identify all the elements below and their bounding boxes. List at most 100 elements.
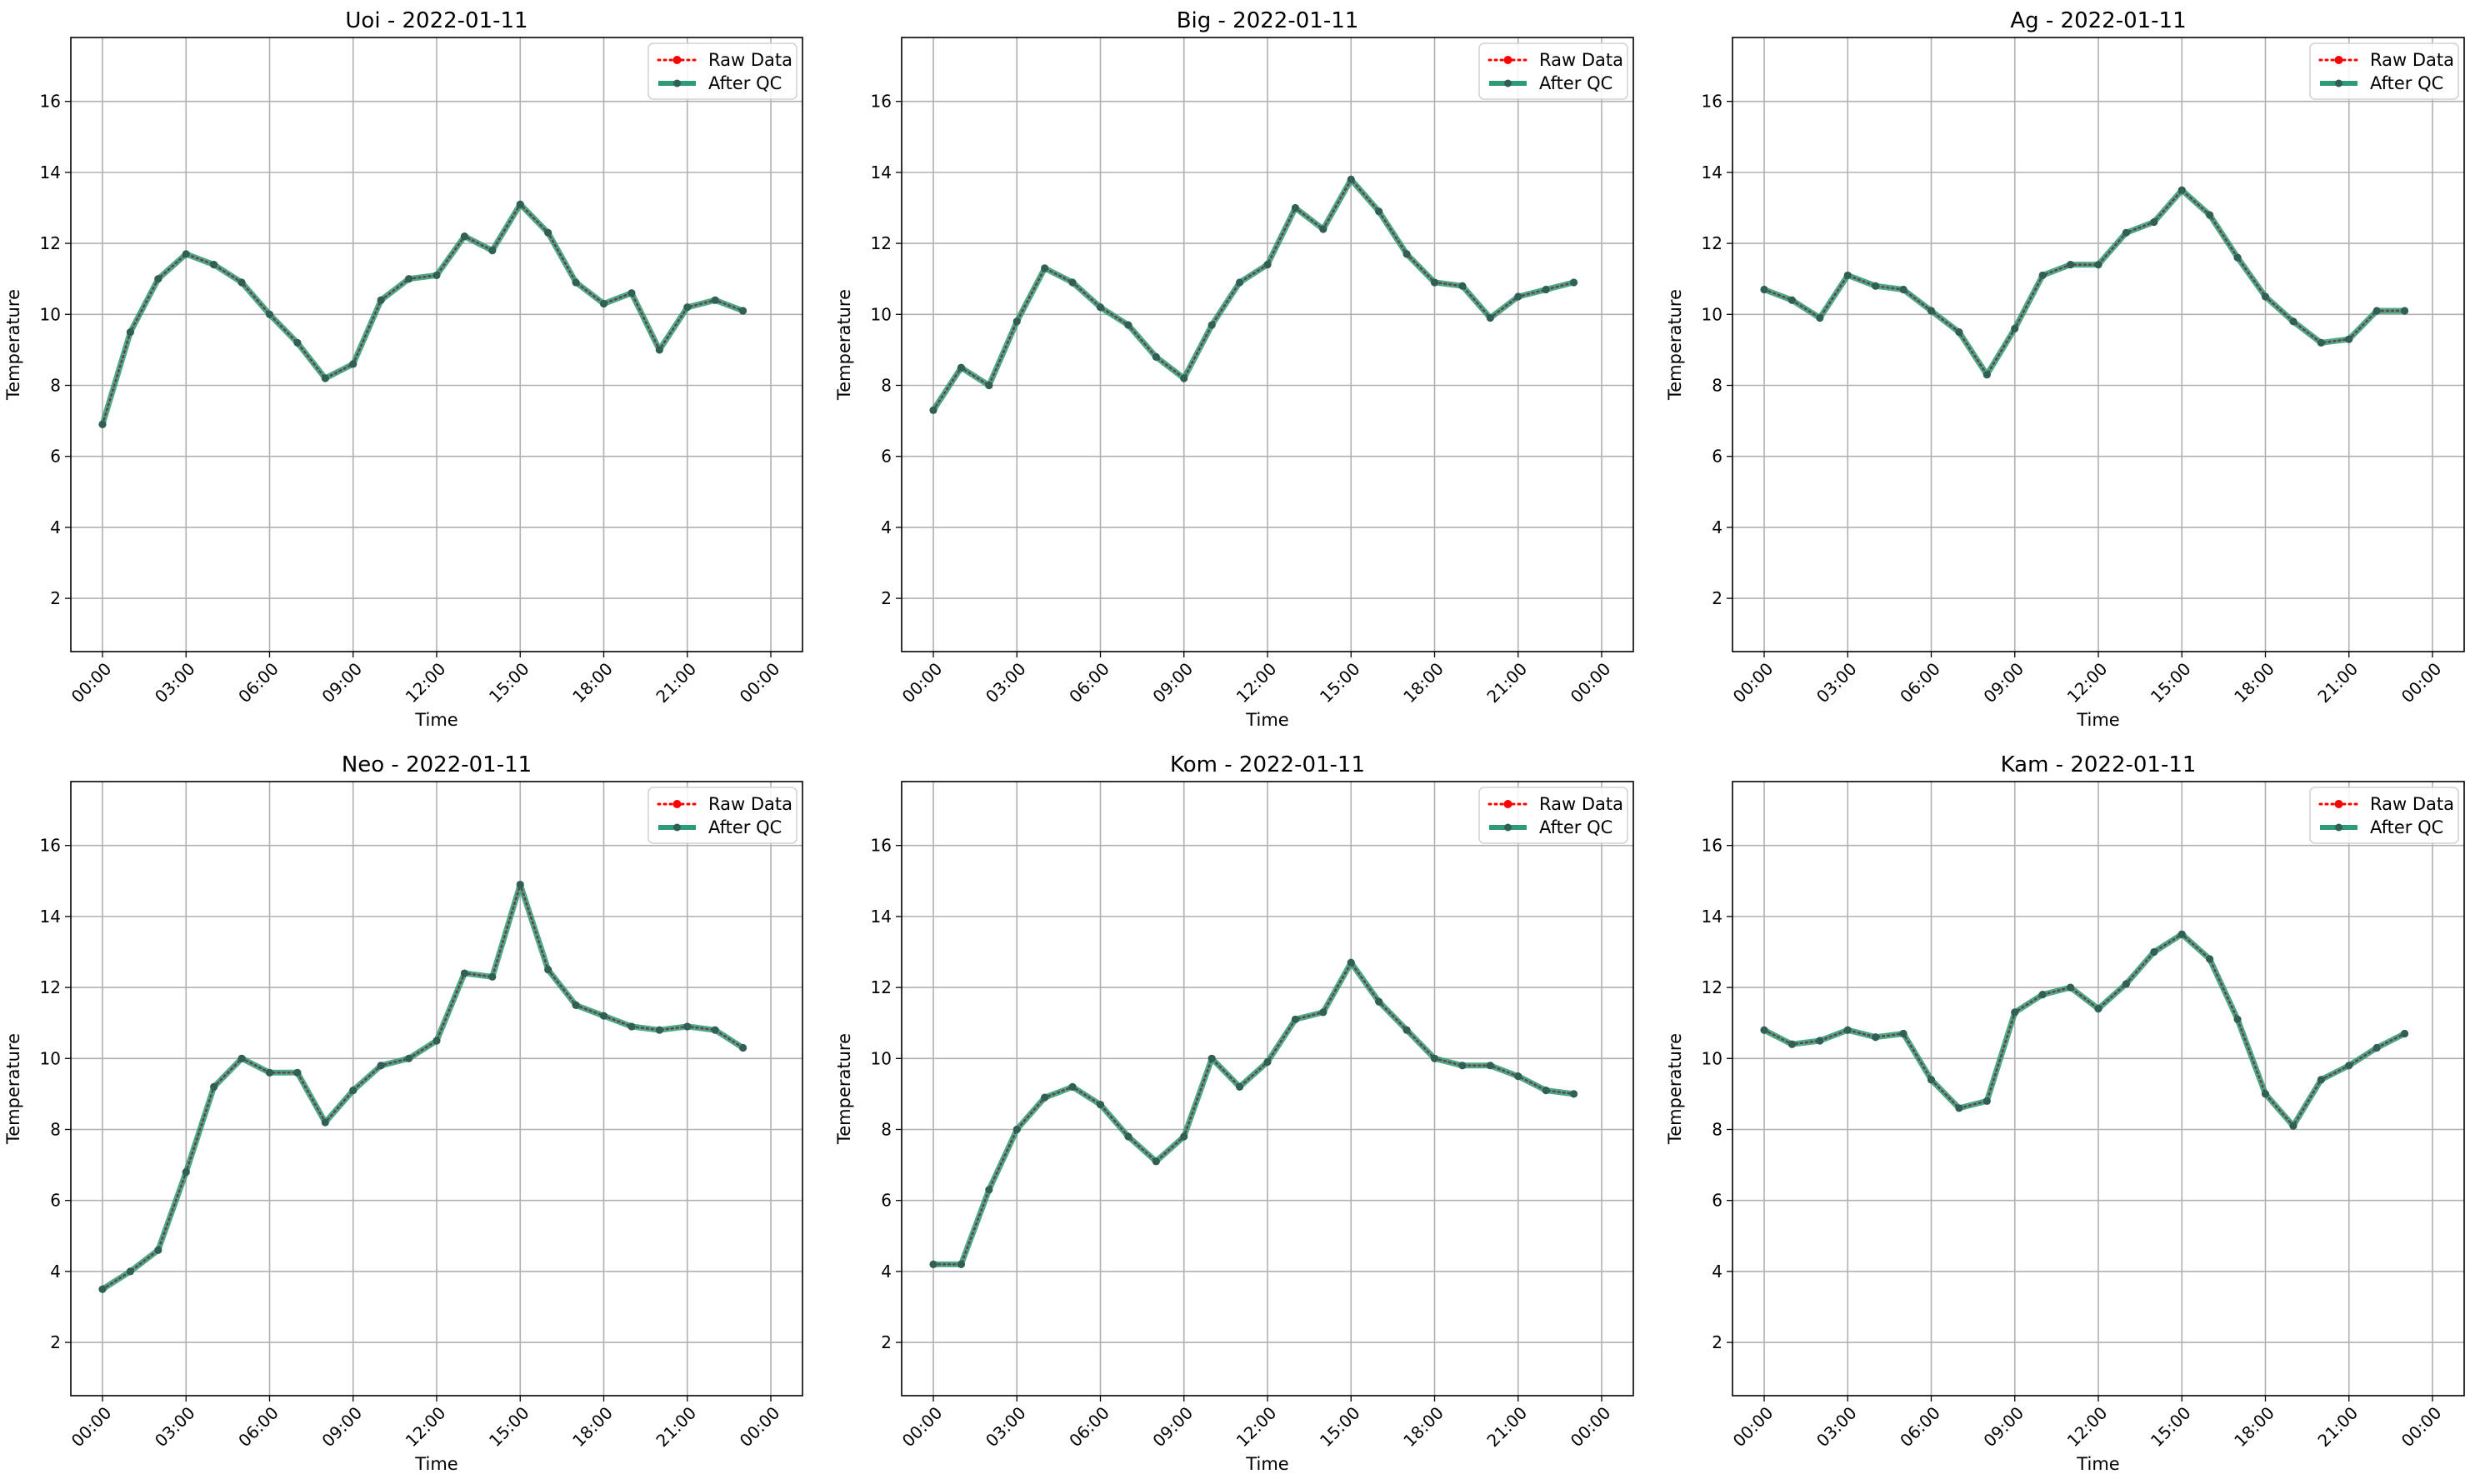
- data-point: [1514, 292, 1522, 301]
- y-axis-label: Temperature: [3, 1033, 23, 1145]
- data-point: [321, 1118, 329, 1127]
- data-point: [1458, 282, 1467, 290]
- data-point: [2400, 307, 2409, 315]
- x-tick-label: 03:00: [1812, 1402, 1861, 1451]
- data-point: [2178, 930, 2186, 938]
- data-point: [210, 1082, 218, 1091]
- legend-label-after-qc: After QC: [2370, 817, 2443, 837]
- x-tick-label: 21:00: [652, 1402, 700, 1451]
- x-tick-label: 21:00: [1482, 1402, 1531, 1451]
- y-tick-label: 14: [1702, 907, 1722, 927]
- data-point: [1096, 303, 1105, 312]
- series-overlay-line: [1762, 188, 2406, 377]
- data-point: [2261, 292, 2270, 301]
- y-tick-label: 6: [1712, 1191, 1722, 1211]
- x-tick-label: 15:00: [1316, 658, 1364, 707]
- data-point: [1096, 1101, 1105, 1109]
- legend-label-after-qc: After QC: [1539, 817, 1612, 837]
- data-point: [1180, 1132, 1188, 1141]
- data-point: [2066, 983, 2075, 992]
- data-point: [1263, 1057, 1272, 1067]
- data-point: [2122, 980, 2131, 988]
- y-tick-label: 2: [50, 588, 61, 608]
- data-point: [1124, 321, 1132, 329]
- data-point: [711, 1026, 719, 1034]
- data-point: [1982, 371, 1991, 379]
- chart-title: Kam - 2022-01-11: [2001, 752, 2197, 777]
- x-tick-label: 06:00: [1065, 1402, 1113, 1451]
- y-tick-label: 16: [1702, 836, 1722, 856]
- data-point: [210, 261, 218, 269]
- data-point: [154, 275, 162, 283]
- data-point: [1291, 203, 1300, 212]
- y-axis-label: Temperature: [834, 289, 854, 401]
- y-axis-label: Temperature: [1665, 1033, 1685, 1145]
- series-overlay-line: [1762, 932, 2406, 1128]
- x-tick-label: 00:00: [1567, 658, 1615, 707]
- x-tick-label: 21:00: [1482, 658, 1531, 707]
- y-tick-label: 2: [1712, 1332, 1722, 1352]
- data-point: [1152, 352, 1160, 362]
- y-tick-label: 16: [40, 836, 61, 856]
- y-tick-label: 12: [871, 977, 892, 997]
- x-tick-label: 00:00: [1567, 1402, 1615, 1451]
- x-tick-label: 03:00: [982, 1402, 1030, 1451]
- data-point: [1486, 1062, 1494, 1070]
- y-axis-label: Temperature: [834, 1033, 854, 1145]
- x-tick-label: 00:00: [2398, 658, 2446, 707]
- y-tick-label: 8: [881, 1119, 892, 1139]
- legend-marker-after-qc: [673, 823, 681, 832]
- y-tick-label: 8: [50, 375, 61, 395]
- y-tick-label: 14: [871, 907, 892, 927]
- series-overlay-line: [932, 961, 1575, 1266]
- data-point: [1208, 321, 1216, 329]
- data-point: [1872, 282, 1880, 290]
- chart-title: Kom - 2022-01-11: [1170, 752, 1365, 777]
- y-tick-label: 14: [40, 907, 61, 927]
- data-point: [1843, 1026, 1852, 1034]
- data-point: [293, 1068, 302, 1077]
- legend-label-after-qc: After QC: [708, 73, 782, 93]
- subplot-4: 00:00 03:00 06:00 09:00 12:00 15:00 18:00 21:00…: [3, 752, 803, 1474]
- x-axis-label: Time: [1245, 710, 1288, 730]
- x-tick-label: 15:00: [1316, 1402, 1364, 1451]
- data-point: [1927, 307, 1936, 315]
- data-point: [516, 200, 524, 208]
- data-point: [1180, 374, 1188, 382]
- chart-title: Ag - 2022-01-11: [2010, 8, 2186, 33]
- data-point: [2400, 1029, 2409, 1038]
- legend-marker-after-qc: [673, 79, 681, 87]
- x-tick-label: 09:00: [1979, 658, 2028, 707]
- data-point: [1319, 1008, 1328, 1017]
- data-point: [1152, 1157, 1160, 1166]
- legend-marker-raw-data: [672, 800, 682, 808]
- data-point: [683, 1022, 692, 1031]
- data-point: [377, 296, 385, 304]
- x-tick-label: 00:00: [898, 658, 947, 707]
- chart-title: Neo - 2022-01-11: [342, 752, 532, 777]
- data-point: [1843, 271, 1852, 280]
- data-point: [516, 880, 524, 889]
- data-point: [349, 1087, 358, 1095]
- y-tick-label: 14: [40, 162, 61, 182]
- data-point: [1816, 313, 1824, 322]
- data-point: [655, 346, 663, 354]
- legend-marker-raw-data: [672, 56, 682, 64]
- data-point: [985, 1186, 993, 1194]
- data-point: [98, 420, 107, 428]
- chart-title: Uoi - 2022-01-11: [345, 8, 528, 33]
- data-point: [1955, 1104, 1963, 1112]
- data-point: [1235, 1082, 1244, 1091]
- data-point: [1012, 1125, 1021, 1134]
- x-axis-label: Time: [414, 1454, 458, 1474]
- data-point: [2233, 253, 2242, 262]
- y-tick-label: 2: [1712, 588, 1722, 608]
- y-axis-label: Temperature: [3, 289, 23, 401]
- y-tick-label: 16: [871, 836, 892, 856]
- data-point: [1955, 327, 1963, 337]
- data-point: [182, 1168, 190, 1177]
- legend-label-raw-data: Raw Data: [2370, 50, 2454, 70]
- y-tick-label: 4: [881, 1262, 892, 1282]
- y-tick-label: 10: [40, 1048, 61, 1068]
- data-point: [2317, 1076, 2325, 1084]
